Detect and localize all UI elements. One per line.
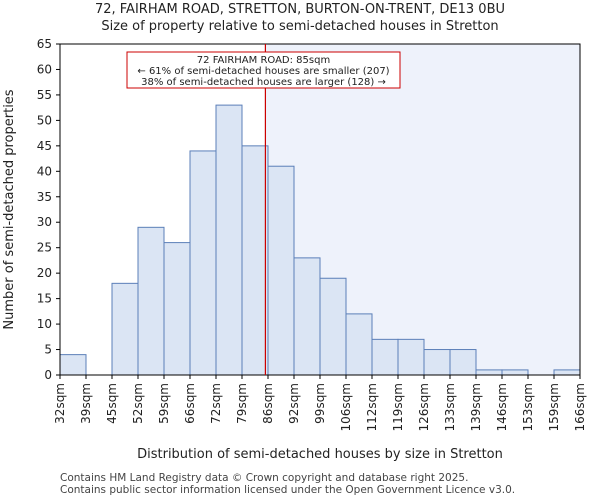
y-tick-label: 25 (37, 241, 52, 255)
bar (319, 277, 347, 376)
bar (189, 150, 217, 376)
bar (423, 349, 451, 376)
x-tick-label: 159sqm (547, 383, 561, 431)
y-tick-label: 35 (37, 190, 52, 204)
y-tick-label: 30 (37, 215, 52, 229)
x-tick-label: 166sqm (573, 383, 587, 431)
x-tick-label: 119sqm (391, 383, 405, 431)
bar (111, 282, 139, 376)
bar (241, 145, 269, 376)
x-tick-label: 153sqm (521, 383, 535, 431)
y-tick-label: 55 (37, 88, 52, 102)
footer-line-1: Contains HM Land Registry data © Crown c… (60, 472, 469, 484)
annotation-line1: 72 FAIRHAM ROAD: 85sqm (197, 55, 330, 66)
bar (267, 165, 295, 376)
x-tick-label: 133sqm (443, 383, 457, 431)
x-tick-label: 79sqm (235, 383, 249, 424)
bar (293, 257, 321, 376)
annotation-box (126, 51, 401, 89)
x-tick-label: 39sqm (79, 383, 93, 424)
chart-subtitle: Size of property relative to semi-detach… (101, 19, 499, 34)
y-tick-label: 10 (37, 317, 52, 331)
x-tick-label: 99sqm (313, 383, 327, 424)
y-axis-title: Number of semi-detached properties (2, 89, 17, 329)
annotation-line2: ← 61% of semi-detached houses are smalle… (137, 66, 389, 77)
bar (501, 369, 529, 376)
histogram-chart: 0 5 10 15 20 25 30 35 40 45 50 55 60 65 32sqm 39sqm 45sq… (2, 37, 587, 462)
y-tick-label: 5 (44, 343, 52, 357)
x-tick-label: 126sqm (417, 383, 431, 431)
x-tick-label: 112sqm (365, 383, 379, 431)
bar (215, 104, 243, 376)
annotation-line3: 38% of semi-detached houses are larger (… (141, 77, 386, 88)
bar (475, 369, 503, 376)
y-tick-label: 60 (37, 62, 52, 76)
footer-line-2: Contains public sector information licen… (60, 484, 516, 496)
x-tick-label: 59sqm (157, 383, 171, 424)
x-tick-label: 45sqm (105, 383, 119, 424)
x-tick-label: 146sqm (495, 383, 509, 431)
bar (345, 313, 373, 376)
chart-title: 72, FAIRHAM ROAD, STRETTON, BURTON-ON-TR… (94, 2, 506, 17)
bar (553, 369, 581, 376)
x-tick-label: 52sqm (131, 383, 145, 424)
x-tick-label: 86sqm (261, 383, 275, 424)
y-tick-label: 20 (37, 266, 52, 280)
bar (397, 338, 425, 376)
y-tick-label: 15 (37, 292, 52, 306)
y-tick-label: 50 (37, 113, 52, 127)
y-tick-label: 65 (37, 37, 52, 51)
x-tick-label: 72sqm (209, 383, 223, 424)
bar (371, 338, 399, 376)
bar (163, 242, 191, 376)
x-axis-title: Distribution of semi-detached houses by … (137, 447, 503, 462)
x-tick-label: 92sqm (287, 383, 301, 424)
y-tick-label: 45 (37, 139, 52, 153)
bar (137, 226, 165, 376)
bar (449, 349, 477, 376)
bar (59, 354, 87, 376)
x-tick-label: 66sqm (183, 383, 197, 424)
x-tick-label: 106sqm (339, 383, 353, 431)
x-tick-label: 32sqm (53, 383, 67, 424)
x-tick-label: 139sqm (469, 383, 483, 431)
y-tick-label: 40 (37, 164, 52, 178)
y-tick-label: 0 (44, 368, 52, 382)
